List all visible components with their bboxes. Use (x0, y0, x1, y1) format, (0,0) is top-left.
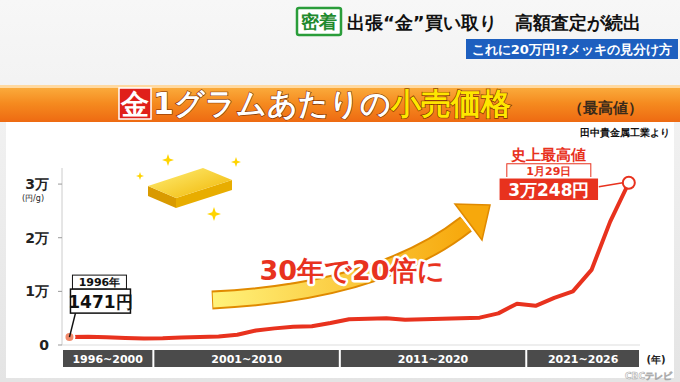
sparkle (162, 154, 174, 166)
x-axis-label: (年) (646, 354, 665, 365)
title-part: 小売価格 (390, 86, 511, 121)
headline: 出張“金”買い取り 高額査定が続出 (347, 12, 641, 33)
badge-box (297, 8, 341, 35)
y-tick-label: 0 (39, 337, 49, 353)
annotation: 30年で20倍に (259, 255, 444, 286)
callout-date: 1996年 (79, 276, 121, 289)
callout-date: 1月29日 (526, 165, 571, 178)
plot-area (64, 177, 634, 342)
arrow-head (455, 204, 490, 240)
x-group-label: 2011~2020 (398, 353, 469, 366)
x-group-band (527, 350, 639, 367)
source: 田中貴金属工業より (580, 127, 670, 139)
x-group-label: 2001~2010 (211, 353, 282, 366)
y-tick-label: 1万 (25, 283, 49, 299)
sparkle (136, 172, 144, 180)
title: 金1グラムあたりの小売価格 (120, 86, 511, 121)
callout-leader (599, 183, 623, 187)
x-group-label: 1996~2000 (72, 353, 143, 366)
y-tick (58, 345, 62, 346)
x-group-band (341, 350, 525, 367)
chart-panel (6, 122, 674, 378)
x-group-label: 2021~2026 (548, 353, 619, 366)
y-tick (58, 237, 62, 238)
watermark: CBCテレビ (625, 371, 673, 381)
title-part: 1グラムあたりの (153, 86, 391, 121)
badge: 密着 (301, 11, 337, 32)
y-axis-line (62, 168, 63, 345)
y-tick (58, 184, 62, 185)
subheadline-box (466, 39, 678, 59)
callout-date-box (72, 275, 126, 289)
y-tick (58, 291, 62, 292)
background (0, 0, 680, 382)
callout-leader (69, 313, 75, 337)
y-axis-label: (円/g) (22, 194, 44, 203)
subheadline: これに20万円!?メッキの見分け方 (472, 42, 673, 57)
title-part: 金 (120, 88, 149, 121)
gold-bar-icon (136, 154, 241, 221)
y-tick-label: 3万 (25, 176, 49, 192)
callout-value-box (499, 178, 599, 201)
price-line (69, 183, 628, 339)
data-label: 3万248円 (508, 180, 589, 200)
y-tick-label: 2万 (25, 230, 49, 246)
growth-arrow (212, 204, 490, 300)
x-group-band (154, 350, 338, 367)
chart-canvas: 密着出張“金”買い取り 高額査定が続出これに20万円!?メッキの見分け方金1グラ… (0, 0, 680, 382)
point-marker (623, 177, 635, 189)
data-label: 1471円 (68, 292, 132, 312)
gold-face (148, 168, 232, 198)
x-axis-line (62, 345, 640, 346)
arrow-body (213, 224, 466, 300)
x-group-band (63, 350, 152, 367)
arrow-outline (212, 224, 466, 300)
title-bar (0, 85, 680, 122)
callout-date-box (507, 164, 591, 178)
callout-heading: 史上最高値 (510, 146, 586, 164)
sparkle (207, 207, 221, 221)
sparkle (231, 157, 241, 167)
subtitle: （最高値） (568, 99, 643, 117)
